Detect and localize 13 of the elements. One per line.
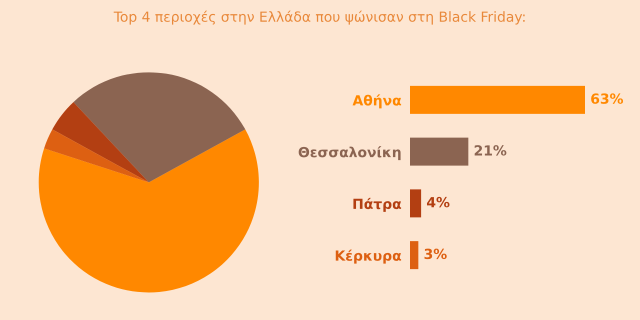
data-label: 63%: [591, 93, 624, 104]
text: Top 4 περιοχές στην Ελλάδα που ψώνισαν στη Black Friday:: [114, 10, 525, 25]
y-tick-label: Αθήνα: [352, 94, 402, 108]
data-label: 4%: [426, 196, 450, 208]
data-label: 21%: [474, 145, 506, 156]
y-tick-label: Θεσσαλονίκη: [298, 146, 401, 160]
data-label: 3%: [424, 248, 447, 260]
y-tick-label: Κέρκυρα: [336, 250, 402, 264]
y-tick-label: Πάτρα: [353, 198, 402, 212]
bar: [410, 86, 585, 114]
bar: [410, 189, 422, 218]
bar: [410, 138, 468, 166]
bar: [410, 241, 418, 270]
